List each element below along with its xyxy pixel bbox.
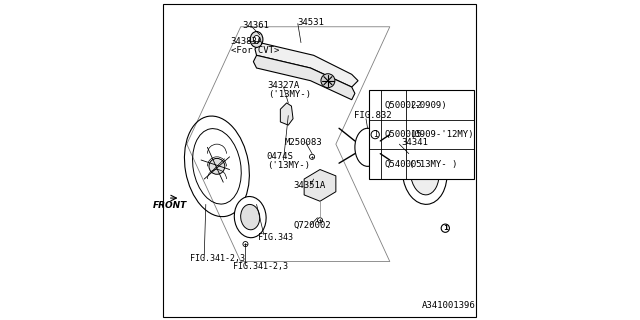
Circle shape <box>243 242 248 247</box>
Text: FIG.341-2,3: FIG.341-2,3 <box>190 254 245 263</box>
Text: 34341: 34341 <box>401 138 428 147</box>
Text: FIG.341-2,3: FIG.341-2,3 <box>233 262 288 271</box>
Text: FRONT: FRONT <box>153 202 188 211</box>
Circle shape <box>310 154 315 159</box>
Polygon shape <box>304 170 336 201</box>
Text: 1: 1 <box>373 130 378 139</box>
Ellipse shape <box>241 204 260 230</box>
Text: 34361: 34361 <box>243 21 269 30</box>
Circle shape <box>321 74 335 88</box>
Circle shape <box>209 158 225 174</box>
Circle shape <box>371 131 380 139</box>
Ellipse shape <box>193 129 241 204</box>
FancyBboxPatch shape <box>163 4 476 317</box>
Text: <For CVT>: <For CVT> <box>230 46 279 55</box>
FancyBboxPatch shape <box>369 90 474 179</box>
Ellipse shape <box>250 32 263 47</box>
Text: ('13MY- ): ('13MY- ) <box>409 160 457 169</box>
Text: FIG.343: FIG.343 <box>258 233 293 242</box>
Polygon shape <box>253 55 355 100</box>
Ellipse shape <box>234 196 266 238</box>
Text: FIG.832: FIG.832 <box>355 111 392 120</box>
Text: (-0909): (-0909) <box>409 100 447 109</box>
Text: 34383A: 34383A <box>230 36 263 45</box>
Text: Q500015: Q500015 <box>385 130 422 139</box>
Text: 34351A: 34351A <box>293 181 325 190</box>
Circle shape <box>441 224 449 232</box>
Text: A341001396: A341001396 <box>422 301 476 310</box>
Text: 0474S: 0474S <box>267 152 294 161</box>
Ellipse shape <box>184 116 250 217</box>
Ellipse shape <box>253 36 260 44</box>
Text: 34327A: 34327A <box>268 81 300 90</box>
Text: Q720002: Q720002 <box>293 220 331 229</box>
Polygon shape <box>255 43 358 87</box>
Ellipse shape <box>403 141 447 204</box>
Text: ('13MY-): ('13MY-) <box>268 90 310 99</box>
Text: Q500022: Q500022 <box>385 100 422 109</box>
Text: 34531: 34531 <box>298 18 324 27</box>
Text: Q540005: Q540005 <box>385 160 422 169</box>
Text: M250083: M250083 <box>284 138 322 147</box>
Polygon shape <box>280 103 293 125</box>
Text: (0909-'12MY): (0909-'12MY) <box>409 130 474 139</box>
Circle shape <box>442 225 449 231</box>
Ellipse shape <box>410 150 439 195</box>
Ellipse shape <box>355 128 380 166</box>
Text: 1: 1 <box>443 225 448 231</box>
Circle shape <box>317 218 323 223</box>
Text: ('13MY-): ('13MY-) <box>267 161 310 170</box>
